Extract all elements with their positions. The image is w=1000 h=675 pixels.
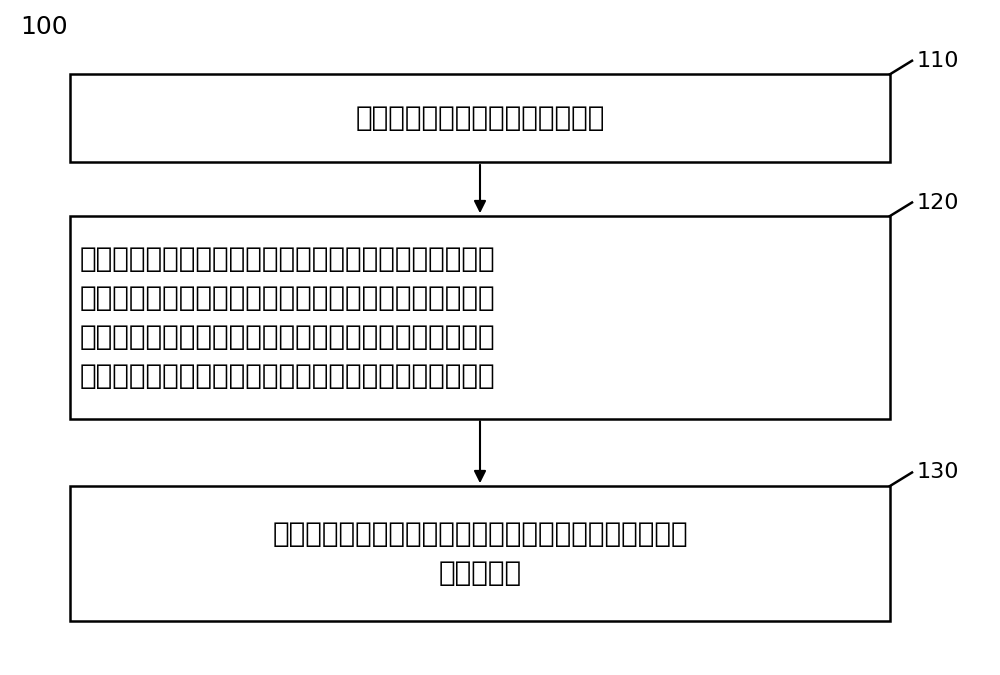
Text: 采用曲面反射镜，在入射光入射方向的一侧，收集该待测
区域中所有颗粒在观测角度范围内的散射光信号；采用光
学镜头对散射光信号进行整形处理，之后，采用光电转换
器采: 采用曲面反射镜，在入射光入射方向的一侧，收集该待测 区域中所有颗粒在观测角度范围… — [80, 245, 496, 389]
Text: 120: 120 — [917, 192, 959, 213]
FancyBboxPatch shape — [70, 486, 890, 621]
Text: 将入射光射向待测环境中待测区域: 将入射光射向待测环境中待测区域 — [355, 104, 605, 132]
FancyBboxPatch shape — [70, 74, 890, 162]
Text: 130: 130 — [917, 462, 959, 483]
Text: 110: 110 — [917, 51, 959, 71]
Text: 100: 100 — [20, 15, 68, 39]
Text: 基于各角度的散射光信号，通过反向推演，计算得到颗粒
物粒径分布: 基于各角度的散射光信号，通过反向推演，计算得到颗粒 物粒径分布 — [272, 520, 688, 587]
FancyBboxPatch shape — [70, 216, 890, 418]
